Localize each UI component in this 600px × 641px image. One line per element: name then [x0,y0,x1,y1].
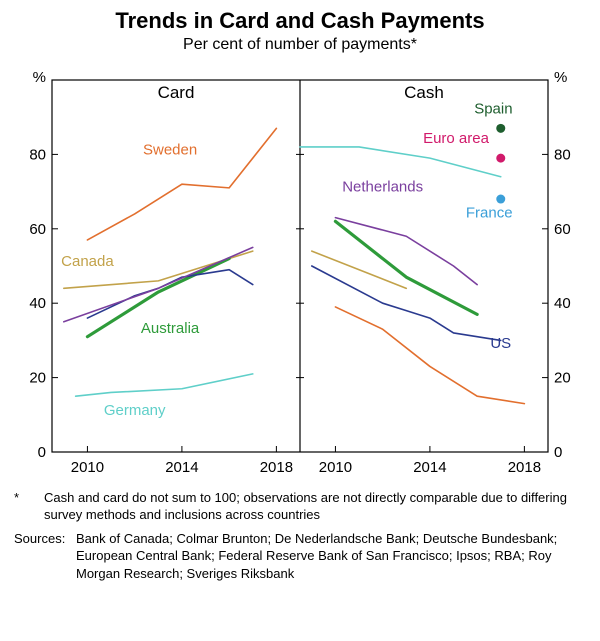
svg-text:2014: 2014 [413,459,446,476]
svg-text:US: US [490,335,511,352]
svg-text:%: % [554,69,567,86]
svg-text:60: 60 [29,221,46,238]
svg-text:2014: 2014 [165,459,198,476]
chart-title: Trends in Card and Cash Payments [10,8,590,34]
sources-text: Bank of Canada; Colmar Brunton; De Neder… [76,530,586,583]
svg-text:Euro area: Euro area [423,130,490,147]
svg-text:Card: Card [158,83,195,102]
svg-text:France: France [466,205,513,222]
svg-text:40: 40 [29,295,46,312]
chart-subtitle: Per cent of number of payments* [10,36,590,54]
footnote: * Cash and card do not sum to 100; obser… [14,490,586,524]
svg-text:0: 0 [554,444,562,461]
svg-text:Spain: Spain [474,100,512,117]
svg-text:Canada: Canada [61,253,114,270]
svg-text:2010: 2010 [71,459,104,476]
svg-text:40: 40 [554,295,571,312]
svg-text:Cash: Cash [404,83,444,102]
sources-label: Sources: [14,530,76,583]
chart-container: Trends in Card and Cash Payments Per cen… [0,0,600,592]
chart-svg: 0 0 20 20 40 40 60 60 80 80%% 2010 2014 2018 2010 2014… [10,60,590,480]
svg-text:Netherlands: Netherlands [342,179,423,196]
svg-text:0: 0 [38,444,46,461]
chart-area: 0 0 20 20 40 40 60 60 80 80%% 2010 2014 2018 2010 2014… [10,60,590,480]
svg-text:Sweden: Sweden [143,141,197,158]
svg-text:80: 80 [554,146,571,163]
footnote-marker: * [14,490,44,524]
svg-text:2018: 2018 [260,459,293,476]
svg-text:Australia: Australia [141,320,200,337]
svg-text:20: 20 [29,370,46,387]
svg-text:%: % [33,69,46,86]
svg-text:80: 80 [29,146,46,163]
svg-text:2018: 2018 [508,459,541,476]
footnote-text: Cash and card do not sum to 100; observa… [44,490,586,524]
svg-text:20: 20 [554,370,571,387]
svg-text:60: 60 [554,221,571,238]
svg-text:2010: 2010 [319,459,352,476]
svg-text:Germany: Germany [104,402,166,419]
sources: Sources: Bank of Canada; Colmar Brunton;… [14,530,586,583]
